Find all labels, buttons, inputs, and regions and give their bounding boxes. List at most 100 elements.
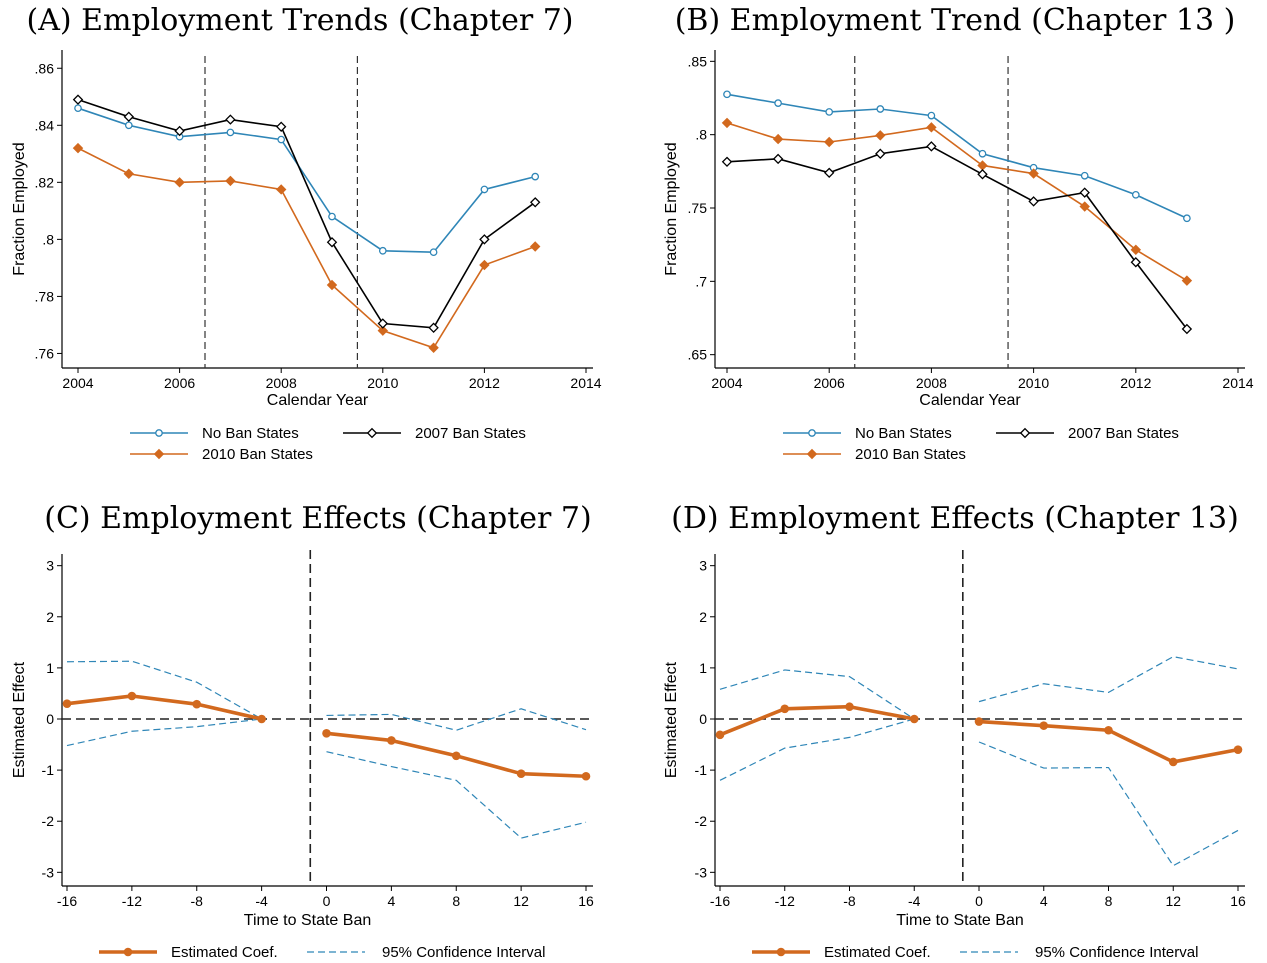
y-tick-label: .86: [35, 60, 55, 76]
x-axis-label: Calendar Year: [267, 392, 369, 409]
x-tick-label: 2014: [570, 375, 601, 391]
y-axis-label: Fraction Employed: [11, 142, 28, 275]
data-point: [927, 111, 936, 120]
data-point: [1028, 196, 1039, 207]
legend-label: 2010 Ban States: [202, 446, 313, 463]
y-tick-label: -3: [42, 864, 55, 880]
x-axis-label: Time to State Ban: [896, 912, 1023, 929]
data-point: [277, 135, 286, 144]
x-axis-label: Calendar Year: [919, 392, 1021, 409]
data-point: [978, 149, 987, 158]
data-point: [825, 108, 834, 116]
x-tick-label: 2006: [164, 375, 195, 391]
x-tick-label: 2014: [1222, 375, 1253, 391]
data-point: [377, 318, 389, 329]
y-tick-label: .84: [35, 117, 55, 133]
coef-point: [845, 702, 854, 712]
ci-lower-post: [978, 741, 1239, 867]
x-tick-label: 2008: [916, 375, 947, 391]
series-line: [77, 107, 536, 254]
y-tick-label: 2: [46, 609, 54, 625]
data-point: [926, 122, 937, 133]
legend-marker: [806, 448, 818, 460]
coef-line-pre: [66, 694, 263, 721]
data-point: [326, 237, 338, 248]
data-point: [225, 175, 236, 187]
panel-d: (D) Employment Effects (Chapter 13) -3 -2 -…: [663, 501, 1246, 961]
data-point: [480, 185, 489, 194]
coef-point: [581, 771, 591, 781]
coef-point: [1104, 725, 1113, 735]
legend-marker: [153, 448, 165, 460]
legend-marker: [808, 429, 816, 437]
ci-lower-pre: [66, 718, 262, 747]
data-point: [875, 130, 886, 141]
coef-point: [322, 729, 331, 738]
data-point: [926, 141, 937, 152]
data-point: [226, 128, 235, 137]
coef-point: [127, 691, 137, 701]
x-tick-label: -4: [908, 893, 921, 909]
x-tick-label: 2008: [266, 375, 297, 391]
chart-title: (B) Employment Trend (Chapter 13 ): [675, 3, 1236, 38]
y-tick-label: 3: [699, 558, 707, 574]
data-point: [774, 99, 782, 107]
legend-label: No Ban States: [202, 425, 299, 442]
y-tick-label: 1: [699, 660, 707, 676]
data-point: [721, 156, 733, 168]
ci-lower-post: [326, 751, 587, 839]
data-point: [772, 153, 784, 165]
y-tick-label: 1: [46, 660, 54, 676]
data-point: [772, 133, 784, 145]
panel-c: (C) Employment Effects (Chapter 7) -3 -2 -1…: [11, 501, 594, 961]
y-axis-label: Fraction Employed: [663, 142, 680, 275]
x-tick-label: 8: [452, 893, 460, 909]
data-point: [1130, 244, 1142, 256]
y-tick-label: .75: [688, 200, 708, 216]
x-tick-label: 2010: [367, 375, 398, 391]
data-point: [721, 117, 733, 129]
legend-marker: [123, 947, 133, 957]
data-point: [378, 246, 387, 255]
ci-upper-post: [326, 708, 587, 731]
legend: Estimated Coef. 95% Confidence Interval: [752, 944, 1198, 961]
legend-label: No Ban States: [855, 425, 952, 442]
legend-marker: [366, 427, 378, 439]
ci-upper-post: [978, 656, 1239, 703]
coef-point: [516, 769, 526, 778]
data-point: [977, 169, 988, 180]
data-point: [174, 177, 185, 188]
x-tick-label: 2004: [62, 375, 93, 391]
data-point: [529, 197, 541, 208]
chart-title: (A) Employment Trends (Chapter 7): [27, 3, 574, 38]
coef-point: [1039, 721, 1049, 730]
x-axis-label: Time to State Ban: [244, 912, 371, 929]
x-tick-label: -12: [122, 893, 142, 909]
data-point: [875, 148, 886, 159]
legend-label: 2007 Ban States: [415, 425, 526, 442]
x-tick-label: 4: [1040, 893, 1048, 909]
x-tick-label: -16: [710, 893, 730, 909]
data-point: [428, 322, 439, 333]
y-tick-label: 3: [46, 558, 54, 574]
y-axis-label: Estimated Effect: [11, 661, 28, 778]
data-point: [479, 234, 490, 245]
coef-point: [257, 714, 266, 724]
y-axis-label: Estimated Effect: [663, 661, 680, 778]
coef-point: [974, 717, 984, 726]
series-line: [77, 98, 536, 329]
ci-upper-pre: [66, 660, 262, 720]
y-tick-label: .8: [695, 127, 707, 143]
data-point: [72, 142, 84, 154]
data-point: [1181, 323, 1193, 335]
x-tick-label: 16: [578, 893, 594, 909]
coef-point: [62, 699, 72, 708]
legend-label: 95% Confidence Interval: [382, 944, 545, 961]
coef-point: [192, 699, 202, 709]
legend-marker: [776, 947, 786, 957]
y-tick-label: -3: [695, 864, 708, 880]
data-point: [723, 90, 731, 99]
data-point: [429, 248, 438, 257]
data-point: [124, 121, 133, 130]
coef-point: [715, 730, 725, 740]
